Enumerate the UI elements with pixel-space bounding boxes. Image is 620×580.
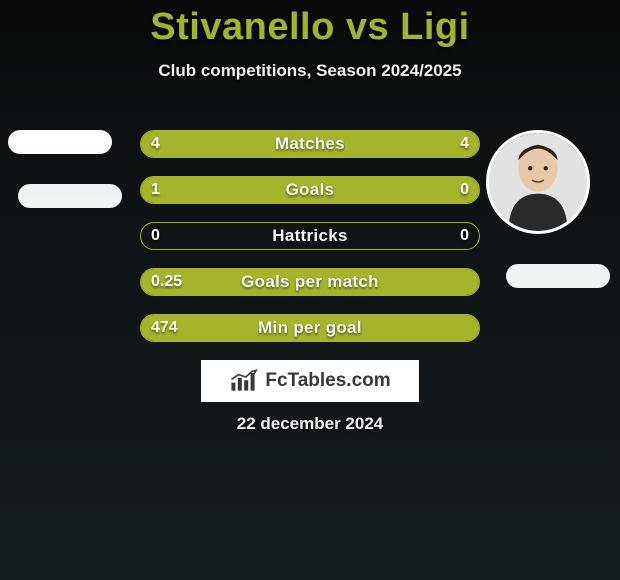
stat-label: Min per goal — [141, 315, 479, 341]
branding-badge: FcTables.com — [201, 360, 419, 402]
branding-text: FcTables.com — [265, 370, 390, 392]
stat-row: 474Min per goal — [140, 314, 480, 342]
stat-label: Matches — [141, 131, 479, 157]
page-title: Stivanello vs Ligi — [0, 6, 620, 49]
subtitle: Club competitions, Season 2024/2025 — [0, 61, 620, 81]
stat-row: 0.25Goals per match — [140, 268, 480, 296]
chart-icon — [229, 367, 261, 395]
stat-row: 00Hattricks — [140, 222, 480, 250]
player-left-ellipse-2 — [18, 184, 122, 208]
stat-label: Goals per match — [141, 269, 479, 295]
stat-label: Hattricks — [141, 223, 479, 249]
stat-row: 44Matches — [140, 130, 480, 158]
stat-label: Goals — [141, 177, 479, 203]
player-right-ellipse — [506, 264, 610, 288]
date-text: 22 december 2024 — [0, 414, 620, 434]
stat-row: 10Goals — [140, 176, 480, 204]
player-right-avatar — [486, 130, 590, 234]
player-left-ellipse-1 — [8, 130, 112, 154]
stat-bars: 44Matches 10Goals 00Hattricks 0.25Goals per… — [140, 130, 480, 360]
